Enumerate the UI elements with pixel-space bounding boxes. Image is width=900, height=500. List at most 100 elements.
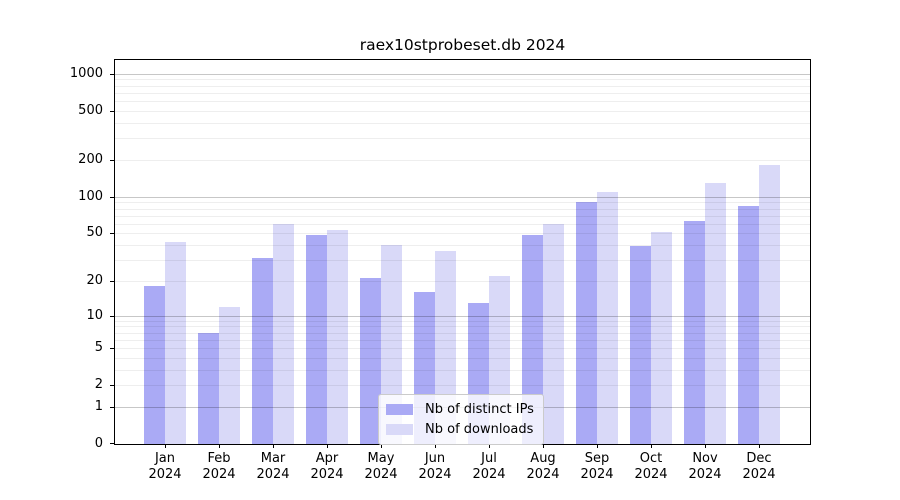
gridline-major-1000 <box>115 73 810 75</box>
gridline-minor-7 <box>115 332 810 334</box>
bar-distinct-ips-feb <box>198 332 219 444</box>
y-tick-100 <box>110 196 115 198</box>
y-tick-label-2: 2 <box>94 377 103 393</box>
bar-downloads-oct <box>651 232 672 444</box>
y-tick-2 <box>110 385 115 387</box>
x-tick-label-mar: Mar 2024 <box>256 451 290 482</box>
x-tick-may <box>381 444 382 448</box>
bar-downloads-dec <box>759 165 780 444</box>
x-tick-sep <box>597 444 598 448</box>
gridline-minor-700 <box>115 92 810 94</box>
x-tick-label-jul: Jul 2024 <box>472 451 506 482</box>
chart-title: raex10stprobeset.db 2024 <box>359 36 566 54</box>
x-tick-mar <box>273 444 274 448</box>
bar-downloads-nov <box>705 182 726 444</box>
x-tick-label-jun: Jun 2024 <box>418 451 452 482</box>
y-tick-label-5: 5 <box>94 340 103 355</box>
gridline-minor-50 <box>115 233 810 235</box>
bar-downloads-sep <box>597 191 618 444</box>
gridline-minor-400 <box>115 122 810 124</box>
x-tick-jul <box>489 444 490 448</box>
x-tick-aug <box>543 444 544 448</box>
legend-item-distinct-ips: Nb of distinct IPs <box>386 399 534 419</box>
gridline-major-100 <box>115 196 810 198</box>
x-tick-label-may: May 2024 <box>364 451 398 482</box>
y-tick-label-50: 50 <box>86 225 103 241</box>
bar-downloads-jan <box>165 242 186 444</box>
gridline-minor-800 <box>115 85 810 87</box>
x-tick-label-nov: Nov 2024 <box>688 451 722 482</box>
y-tick-label-100: 100 <box>78 188 103 204</box>
gridline-minor-5 <box>115 348 810 349</box>
legend-label-downloads: Nb of downloads <box>425 421 534 437</box>
y-tick-5 <box>110 348 115 349</box>
gridline-minor-80 <box>115 208 810 210</box>
x-tick-label-feb: Feb 2024 <box>202 451 236 482</box>
gridline-minor-9 <box>115 320 810 322</box>
gridline-major-10 <box>115 315 810 317</box>
x-tick-jun <box>435 444 436 448</box>
y-tick-label-1000: 1000 <box>69 65 103 81</box>
x-tick-label-dec: Dec 2024 <box>742 451 776 482</box>
bar-downloads-mar <box>273 223 294 444</box>
x-tick-label-jan: Jan 2024 <box>148 451 182 482</box>
x-tick-label-sep: Sep 2024 <box>580 451 614 482</box>
y-tick-label-20: 20 <box>86 272 103 288</box>
bar-distinct-ips-mar <box>252 258 273 444</box>
gridline-minor-70 <box>115 215 810 217</box>
x-tick-jan <box>165 444 166 448</box>
y-tick-label-500: 500 <box>78 102 103 118</box>
bar-distinct-ips-apr <box>306 235 327 444</box>
legend: Nb of distinct IPs Nb of downloads <box>378 394 544 445</box>
bar-distinct-ips-may <box>360 278 381 444</box>
gridline-minor-40 <box>115 245 810 246</box>
x-tick-apr <box>327 444 328 448</box>
gridline-minor-300 <box>115 138 810 140</box>
x-tick-nov <box>705 444 706 448</box>
x-tick-oct <box>651 444 652 448</box>
y-tick-10 <box>110 315 115 317</box>
bar-distinct-ips-aug <box>522 235 543 444</box>
y-tick-20 <box>110 280 115 282</box>
x-tick-feb <box>219 444 220 448</box>
y-tick-200 <box>110 159 115 161</box>
gridline-minor-20 <box>115 280 810 282</box>
gridline-minor-30 <box>115 260 810 261</box>
legend-label-distinct-ips: Nb of distinct IPs <box>425 401 534 417</box>
bar-distinct-ips-nov <box>684 221 705 444</box>
gridline-minor-500 <box>115 110 810 112</box>
plot-area: Jan 2024 Feb 2024 Mar 2024 Apr 2024 May 2024… <box>70 59 811 482</box>
bar-downloads-apr <box>327 230 348 444</box>
y-tick-500 <box>110 110 115 112</box>
x-tick-label-oct: Oct 2024 <box>634 451 668 482</box>
gridline-minor-4 <box>115 357 810 359</box>
y-tick-1000 <box>110 73 115 75</box>
gridline-minor-90 <box>115 202 810 204</box>
x-tick-dec <box>759 444 760 448</box>
gridline-minor-600 <box>115 101 810 103</box>
y-tick-label-1: 1 <box>94 398 103 414</box>
gridline-minor-6 <box>115 339 810 341</box>
x-tick-label-apr: Apr 2024 <box>310 451 344 482</box>
gridline-minor-900 <box>115 79 810 81</box>
y-tick-50 <box>110 233 115 235</box>
bar-distinct-ips-oct <box>630 246 651 444</box>
gridline-minor-2 <box>115 385 810 387</box>
bar-downloads-aug <box>543 223 564 444</box>
gridline-minor-3 <box>115 369 810 371</box>
legend-swatch-distinct-ips <box>386 403 413 415</box>
gridline-minor-200 <box>115 159 810 161</box>
x-tick-label-aug: Aug 2024 <box>526 451 560 482</box>
bar-downloads-feb <box>219 306 240 444</box>
legend-item-downloads: Nb of downloads <box>386 419 534 439</box>
y-tick-1 <box>110 406 115 408</box>
gridline-minor-60 <box>115 223 810 225</box>
y-tick-label-200: 200 <box>78 151 103 167</box>
gridline-minor-8 <box>115 326 810 328</box>
y-tick-0 <box>110 443 115 444</box>
bar-distinct-ips-dec <box>738 205 759 444</box>
bar-distinct-ips-sep <box>576 202 597 444</box>
bar-distinct-ips-jan <box>144 286 165 444</box>
y-tick-label-10: 10 <box>86 307 103 323</box>
